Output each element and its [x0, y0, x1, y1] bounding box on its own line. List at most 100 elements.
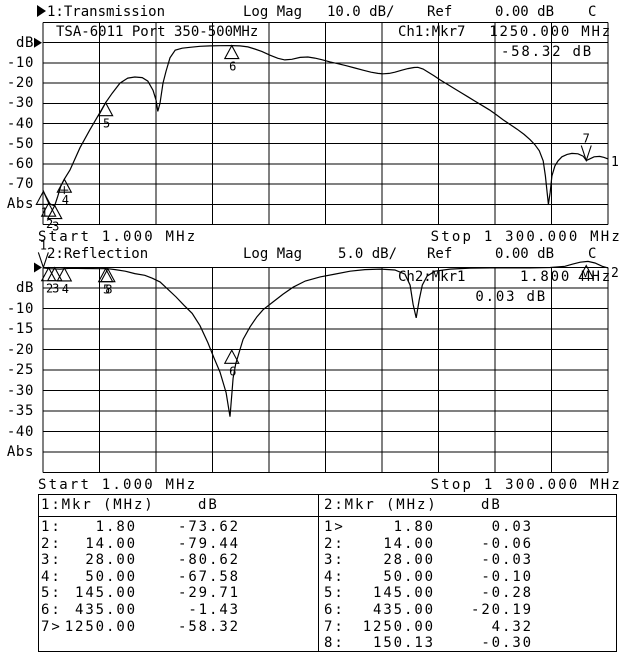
table1-row4-marker-value: -67.58	[178, 568, 240, 585]
transmission-trace-number: 1	[611, 155, 619, 170]
channel2-scale-type: Log Mag	[243, 246, 303, 262]
table2-row1-marker-value: 0.03	[491, 519, 533, 535]
marker-3-triangle-icon	[48, 268, 62, 281]
table2-row8-marker-value: -0.30	[481, 635, 533, 652]
marker-table-box	[39, 495, 617, 652]
table2-row7-marker-frequency: 1250.00	[362, 618, 435, 635]
transmission-y-axis-label: -60	[6, 155, 34, 172]
transmission-y-axis-label: -20	[6, 75, 34, 92]
table2-row4-marker-frequency: 50.00	[383, 568, 435, 585]
table1-row1-marker-frequency: 1.80	[95, 519, 137, 535]
table1-row7-marker-number: 7>	[41, 618, 62, 635]
table1-row1-marker-value: -73.62	[178, 519, 240, 535]
table2-row3-marker-value: -0.03	[481, 552, 533, 569]
table2-row5-marker-frequency: 145.00	[373, 585, 435, 602]
table1-header-col2: dB	[198, 497, 219, 513]
marker-5-label: 5	[103, 283, 110, 297]
table2-row6-marker-number: 6:	[324, 602, 345, 618]
table1-row1-marker-number: 1:	[41, 519, 62, 535]
chart2-start-frequency: Start 1.000 MHz	[38, 477, 198, 493]
table1-row7-marker-frequency: 1250.00	[64, 618, 137, 635]
reflection-trace-number: 2	[611, 266, 619, 281]
marker-4-label: 4	[62, 193, 69, 207]
table2-row5-marker-value: -0.28	[481, 585, 533, 602]
table2-row1-marker-frequency: 1.80	[393, 519, 435, 535]
channel1-scale-type: Log Mag	[243, 4, 303, 20]
table2-row8-marker-frequency: 150.13	[373, 635, 435, 652]
table2-row1-marker-number: 1>	[324, 519, 345, 535]
table1-row3-marker-value: -80.62	[178, 552, 240, 569]
marker-6-triangle-icon	[225, 350, 239, 363]
marker-5-triangle-icon	[99, 103, 113, 116]
transmission-y-axis-label: -40	[6, 115, 34, 132]
marker-2-label: 2	[46, 217, 53, 231]
reflection-y-axis-label: dB	[15, 280, 34, 296]
marker-3-triangle-icon	[48, 206, 62, 219]
channel2-cal-flag: C	[588, 246, 597, 262]
table2-row7-marker-number: 7:	[324, 618, 345, 635]
table2-row6-marker-frequency: 435.00	[373, 602, 435, 618]
channel1-ref-label: Ref	[427, 4, 453, 20]
channel2-marker-readout-db: 0.03 dB	[475, 289, 547, 305]
marker-1-label: 1	[41, 205, 48, 219]
marker-delta-plus-icon	[60, 186, 68, 194]
marker-x-triangle-icon	[579, 266, 593, 279]
channel2-scale: 5.0 dB/	[338, 246, 398, 262]
channel1-marker-readout-label: Ch1:Mkr7	[398, 24, 466, 40]
transmission-y-axis-label: -10	[6, 54, 34, 71]
table2-row3-marker-number: 3:	[324, 552, 345, 569]
chart2-stop-frequency: Stop 1 300.000 MHz	[430, 477, 622, 493]
marker-8-label: 8	[105, 283, 112, 297]
marker-3-label: 3	[52, 220, 59, 234]
reflection-y-axis-label: -15	[6, 321, 34, 337]
channel1-marker-readout-db: -58.32 dB	[500, 44, 593, 60]
table1-row6-marker-frequency: 435.00	[75, 602, 137, 618]
table1-row5-marker-value: -29.71	[178, 585, 240, 602]
reflection-y-axis-label: -35	[6, 403, 34, 419]
reflection-y-axis-label: -30	[6, 382, 34, 399]
marker-1-arrow-icon	[38, 252, 48, 267]
table1-row2-marker-number: 2:	[41, 535, 62, 552]
table1-row6-marker-number: 6:	[41, 602, 62, 618]
table1-row3-marker-number: 3:	[41, 552, 62, 569]
marker-2-label: 2	[46, 282, 53, 296]
reflection-ref-level-icon	[34, 262, 42, 273]
table1-row4-marker-number: 4:	[41, 568, 62, 585]
table2-row8-marker-number: 8:	[324, 635, 345, 652]
table2-row4-marker-number: 4:	[324, 568, 345, 585]
reflection-y-axis-label: -40	[6, 423, 34, 440]
table1-row5-marker-number: 5:	[41, 585, 62, 602]
channel1-cal-flag: C	[588, 4, 597, 20]
marker-6-label: 6	[229, 60, 236, 74]
channel1-scale: 10.0 dB/	[327, 4, 395, 20]
marker-4-label: 4	[62, 282, 69, 296]
marker-4-triangle-icon	[57, 268, 71, 281]
channel1-title: 1:Transmission	[47, 4, 166, 20]
marker-7-arrow-icon	[581, 146, 591, 161]
table2-row3-marker-frequency: 28.00	[383, 552, 435, 569]
table2-row6-marker-value: -20.19	[471, 602, 533, 618]
reflection-trace	[43, 261, 608, 416]
reflection-y-axis-label: -10	[6, 300, 34, 317]
transmission-y-axis-label: -30	[6, 95, 34, 112]
marker-1-label: 1	[40, 238, 47, 252]
marker-8-triangle-icon	[101, 269, 115, 282]
channel2-ref-value: 0.00 dB	[495, 246, 555, 262]
table2-header-col1: 2:Mkr (MHz)	[324, 497, 438, 513]
table1-row3-marker-frequency: 28.00	[85, 552, 137, 569]
reflection-y-axis-label: Abs	[6, 444, 34, 460]
transmission-y-axis-label: -50	[6, 135, 34, 152]
table1-row5-marker-frequency: 145.00	[75, 585, 137, 602]
marker-6-triangle-icon	[225, 46, 239, 59]
channel1-ref-value: 0.00 dB	[495, 4, 555, 20]
channel1-marker-readout-freq: 1250.000 MHz	[489, 24, 612, 40]
table2-row2-marker-frequency: 14.00	[383, 535, 435, 552]
channel2-marker-readout-freq: 1.800 MHz	[519, 269, 612, 285]
marker-5-label: 5	[103, 117, 110, 131]
transmission-trace	[43, 46, 608, 206]
channel2-title: 2:Reflection	[47, 246, 149, 262]
table1-row7-marker-value: -58.32	[178, 618, 240, 635]
marker-3-label: 3	[52, 282, 59, 296]
